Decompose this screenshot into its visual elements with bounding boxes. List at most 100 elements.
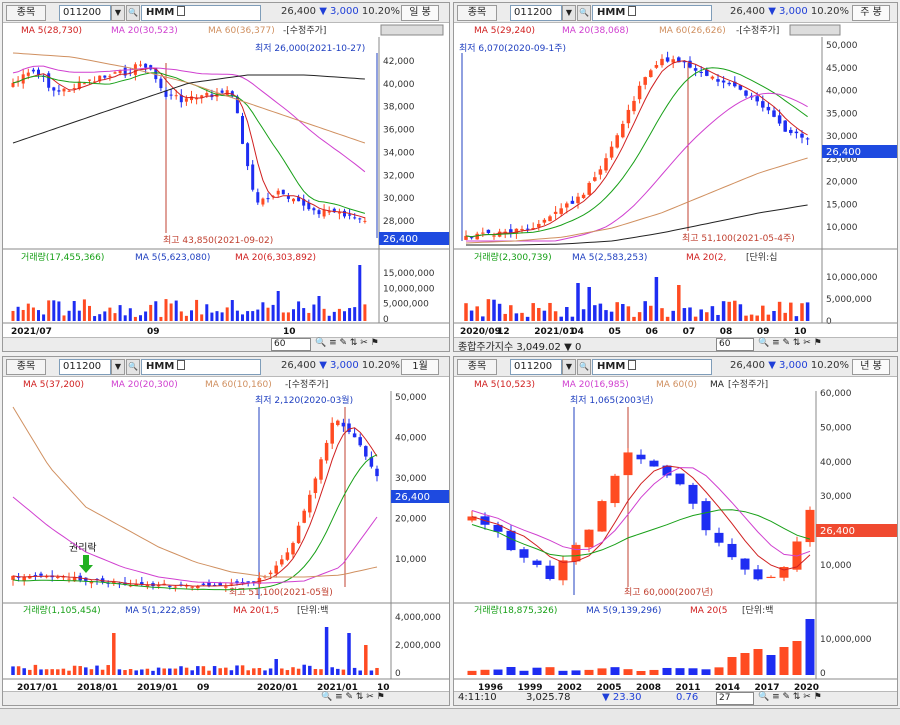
volume-bar [162, 668, 166, 675]
stock-code-input[interactable]: 011200 [510, 359, 562, 375]
ma240-line [466, 204, 808, 246]
candle-body [761, 101, 765, 108]
candle-body [701, 501, 711, 531]
stock-code-input[interactable]: 011200 [59, 5, 111, 21]
ma60-legend: MA 60(26,626) [659, 26, 726, 36]
volume-bar [123, 315, 127, 321]
x-tick-label: 2019/01 [137, 683, 178, 693]
ma20-legend: MA 20(38,068) [562, 26, 629, 36]
candle-body [727, 82, 731, 85]
panel-bottom-bar: 4:11:10 3,025.78 ▼ 23.30 0.76 27 🔍 ≡ ✎ ⇅… [454, 691, 897, 705]
x-tick-label: 2008 [636, 683, 661, 693]
candle-body [800, 133, 804, 138]
volume-bar [610, 667, 620, 675]
candle-body [744, 90, 748, 96]
volume-bar [252, 668, 256, 675]
volume-bar [235, 665, 239, 675]
search-icon[interactable]: 🔍 [577, 359, 591, 375]
y-tick-label: 20,000 [826, 178, 858, 188]
search-icon[interactable]: 🔍 [126, 359, 140, 375]
volume-bar [740, 653, 750, 675]
code-dropdown-button[interactable]: ▼ [111, 359, 125, 375]
search-icon[interactable]: 🔍 [126, 5, 140, 21]
weekly-chart-panel: 종목 011200 ▼ 🔍 HMM 26,400 ▼ 3,000 10.20% … [453, 2, 898, 352]
period-selector[interactable]: 주 봉 [852, 5, 890, 21]
volume-bar [274, 659, 278, 675]
candle-body [77, 81, 81, 89]
volume-bar [514, 313, 519, 321]
candle-body [621, 123, 625, 138]
zoom-tools-icon[interactable]: 🔍 ≡ ✎ ⇅ ✂ ⚑ [758, 338, 822, 348]
volume-bar [196, 666, 200, 675]
zoom-tools-icon[interactable]: 🔍 ≡ ✎ ⇅ ✂ ⚑ [315, 338, 379, 348]
volume-bar [721, 301, 726, 321]
volume-bar [336, 668, 340, 675]
volume-bar [117, 669, 122, 675]
volume-bar [643, 301, 647, 321]
candle-body [514, 228, 519, 234]
candle-body [246, 143, 250, 167]
stock-code-input[interactable]: 011200 [59, 359, 111, 375]
candle-body [276, 190, 280, 195]
volume-bar [749, 314, 754, 321]
volume-bar [805, 302, 810, 321]
bar-count[interactable]: 27 [716, 692, 754, 705]
y-tick-label: 30,000 [826, 132, 858, 142]
candle-body [52, 87, 56, 91]
bar-count[interactable]: 60 [271, 338, 311, 351]
zoom-tools-icon[interactable]: 🔍 ≡ ✎ ⇅ ✂ ⚑ [758, 692, 822, 702]
y-tick-label: 30,000 [820, 492, 852, 502]
y-tick-label: 34,000 [383, 148, 415, 158]
candle-body [337, 212, 341, 214]
period-selector[interactable]: 일 봉 [401, 5, 439, 21]
search-icon[interactable]: 🔍 [577, 5, 591, 21]
volume-bar [553, 311, 558, 321]
panel-bottom-bar: 종합주가지수 3,049.02 ▼ 0 60 🔍 ≡ ✎ ⇅ ✂ ⚑ [454, 337, 897, 351]
candle-body [643, 77, 647, 85]
candle-body [190, 96, 193, 101]
period-selector[interactable]: 년 봉 [852, 359, 890, 375]
y-tick-label: 28,000 [383, 217, 415, 227]
volume-bar [190, 310, 193, 321]
candle-body [139, 64, 142, 66]
candle-body [531, 228, 535, 230]
code-dropdown-button[interactable]: ▼ [111, 5, 125, 21]
candle-body [33, 575, 38, 577]
candle-body [196, 586, 200, 589]
volume-bar [330, 667, 334, 675]
candle-body [637, 85, 642, 100]
volume-bar [257, 668, 262, 675]
zoom-tools-icon[interactable]: 🔍 ≡ ✎ ⇅ ✂ ⚑ [321, 692, 385, 702]
code-dropdown-button[interactable]: ▼ [562, 5, 576, 21]
period-selector[interactable]: 1월 [401, 359, 439, 375]
stock-code-input[interactable]: 011200 [510, 5, 562, 21]
candle-body [721, 80, 726, 83]
panel-toolbar: 종목 011200 ▼ 🔍 HMM 26,400 ▼ 3,000 10.20% … [454, 357, 897, 377]
candle-body [682, 60, 687, 63]
volume-bar [44, 669, 49, 675]
ma20-line [12, 454, 378, 591]
x-tick-label: 09 [197, 683, 210, 693]
y-tick-label: 30,000 [395, 474, 427, 484]
y-tick-label: 15,000 [826, 200, 858, 210]
volume-bar [677, 285, 681, 321]
volume-bar [77, 310, 81, 321]
stock-name: HMM [141, 359, 261, 375]
volume-bar [481, 316, 485, 321]
code-dropdown-button[interactable]: ▼ [562, 359, 576, 375]
candle-body [740, 558, 750, 570]
bar-count[interactable]: 60 [716, 338, 754, 351]
chart-tools-icon[interactable] [380, 24, 444, 36]
candle-body [164, 90, 168, 97]
candle-body [56, 577, 60, 579]
volume-bar [140, 669, 144, 675]
candle-body [615, 135, 619, 148]
adjusted-price-label: -[수정주가] [285, 379, 328, 390]
volume-bar [363, 304, 367, 321]
candle-body [486, 229, 491, 234]
candle-body [610, 475, 620, 504]
chart-tools-icon[interactable] [789, 24, 841, 36]
candle-body [93, 81, 97, 83]
volume-bar [766, 655, 776, 675]
candle-body [738, 85, 743, 90]
